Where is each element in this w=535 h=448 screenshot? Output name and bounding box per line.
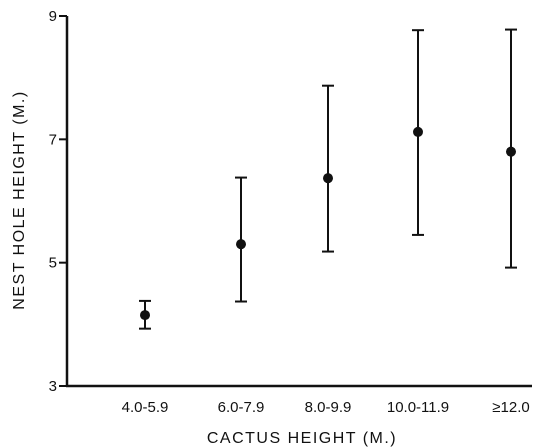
x-axis-title: CACTUS HEIGHT (M.) — [207, 430, 397, 447]
x-tick-label: ≥12.0 — [492, 399, 529, 416]
x-tick-label: 8.0-9.9 — [305, 399, 352, 416]
axes — [65, 16, 532, 388]
data-point — [236, 239, 246, 250]
data-point-group — [139, 299, 151, 330]
data-point-group — [235, 176, 247, 303]
data-marks — [139, 28, 517, 330]
y-tick-label: 9 — [49, 8, 57, 25]
x-ticks: 4.0-5.9 6.0-7.9 8.0-9.9 10.0-11.9 ≥12.0 — [122, 399, 530, 416]
y-ticks: 3 5 7 9 — [49, 8, 67, 395]
data-point — [323, 173, 333, 184]
y-tick-label: 5 — [49, 255, 57, 272]
y-axis-title: NEST HOLE HEIGHT (M.) — [11, 90, 28, 309]
data-point — [413, 126, 423, 137]
data-point-group — [505, 28, 517, 269]
x-tick-label: 10.0-11.9 — [387, 399, 449, 416]
x-tick-label: 4.0-5.9 — [122, 399, 169, 416]
data-point-group — [412, 29, 424, 236]
x-tick-label: 6.0-7.9 — [218, 399, 265, 416]
data-point — [506, 146, 516, 157]
data-point — [140, 310, 150, 321]
data-point-group — [322, 84, 334, 253]
y-tick-label: 3 — [49, 378, 57, 395]
y-tick-label: 7 — [49, 131, 57, 148]
